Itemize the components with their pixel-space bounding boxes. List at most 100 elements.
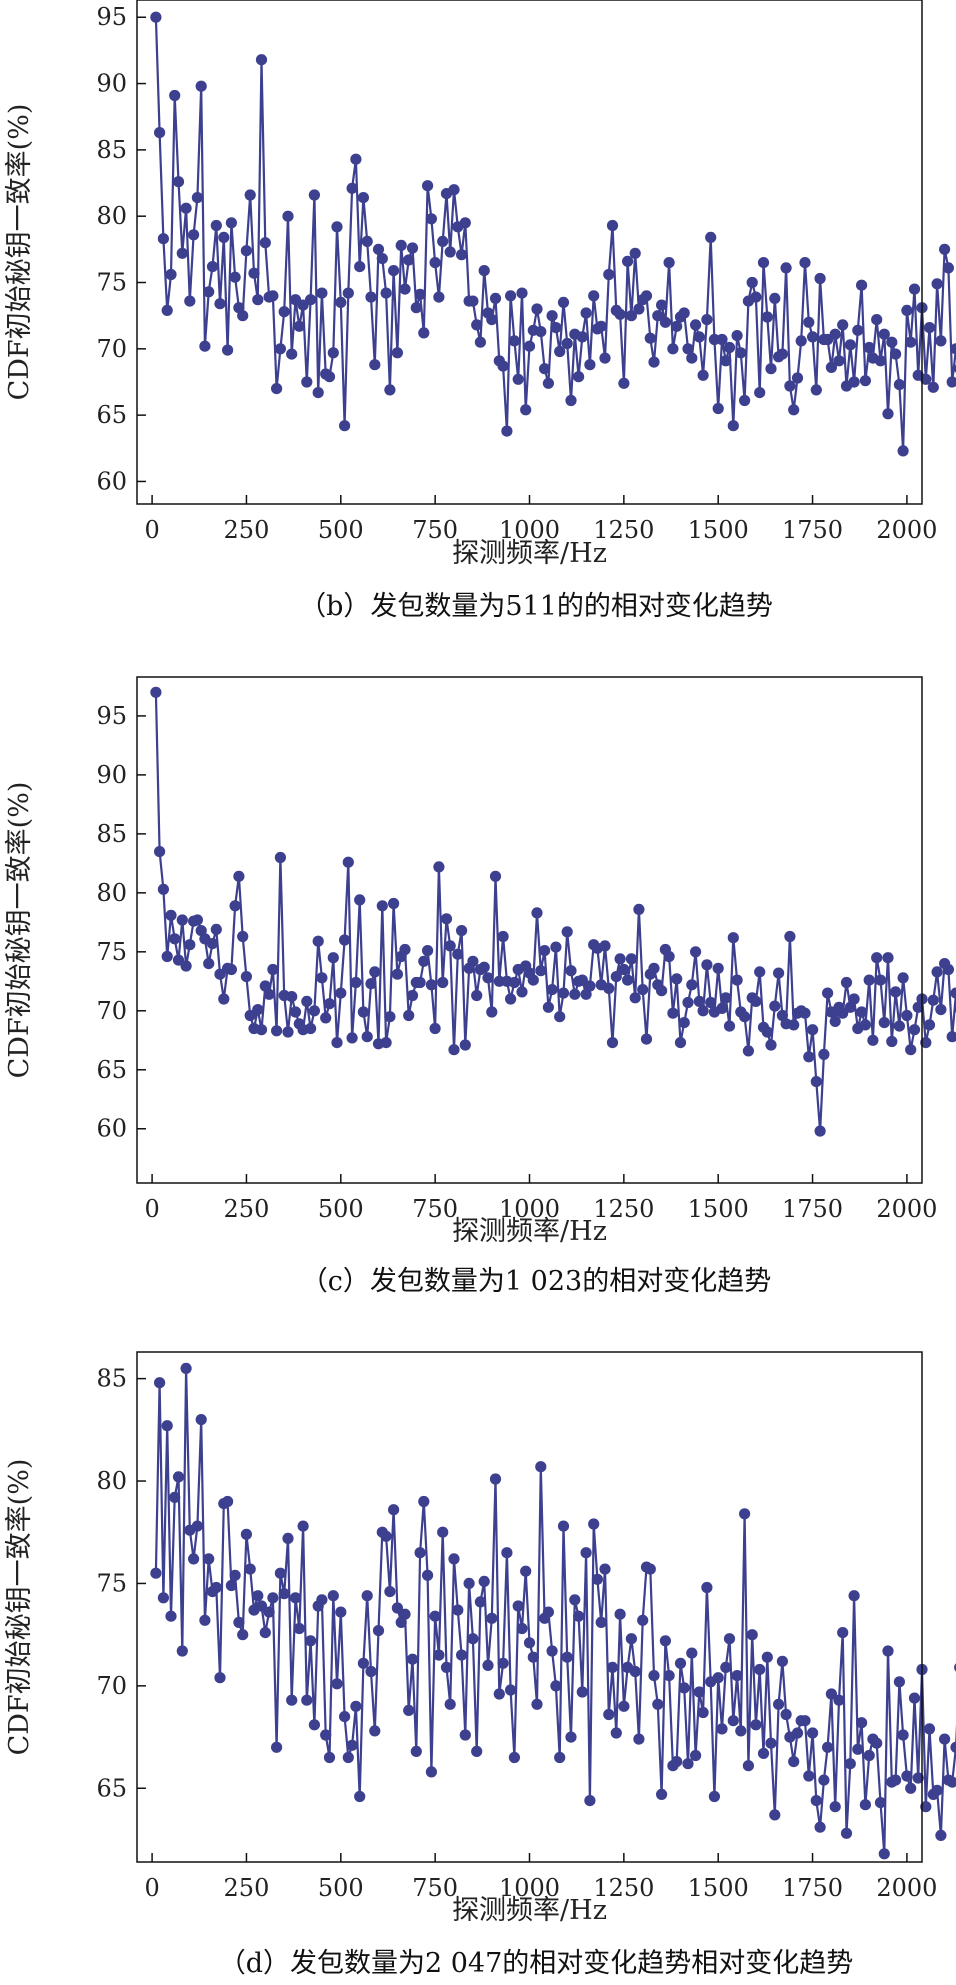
data-point bbox=[908, 1024, 921, 1036]
y-tick-label: 65 bbox=[96, 1056, 127, 1084]
data-point bbox=[467, 955, 479, 967]
data-point bbox=[335, 296, 347, 308]
data-point bbox=[814, 1125, 826, 1137]
data-point bbox=[720, 992, 732, 1004]
data-point bbox=[395, 239, 407, 251]
data-point bbox=[267, 1592, 279, 1604]
x-tick-label: 1750 bbox=[782, 1874, 843, 1902]
data-point bbox=[856, 1006, 868, 1018]
data-point bbox=[580, 307, 592, 319]
data-point bbox=[501, 1547, 513, 1559]
data-point bbox=[331, 1037, 343, 1049]
x-tick-label: 500 bbox=[318, 516, 364, 544]
data-point bbox=[784, 930, 796, 943]
y-tick-label: 60 bbox=[96, 1115, 127, 1143]
data-point bbox=[950, 343, 956, 355]
data-point bbox=[863, 1749, 875, 1762]
data-point bbox=[365, 291, 377, 303]
data-point bbox=[580, 1547, 592, 1559]
data-point bbox=[444, 246, 456, 258]
x-tick-label: 1750 bbox=[782, 1195, 843, 1223]
data-point bbox=[629, 992, 641, 1004]
data-point bbox=[890, 1774, 902, 1786]
y-tick-label: 75 bbox=[96, 269, 127, 297]
data-point bbox=[588, 1518, 600, 1530]
data-point bbox=[878, 1848, 890, 1860]
data-point bbox=[731, 1670, 743, 1682]
data-point bbox=[603, 1708, 615, 1721]
data-point bbox=[437, 235, 449, 247]
data-point bbox=[414, 976, 426, 989]
data-point bbox=[840, 1827, 853, 1839]
data-point bbox=[682, 996, 694, 1009]
data-point bbox=[856, 279, 868, 291]
data-point bbox=[154, 1377, 166, 1389]
data-point bbox=[750, 291, 762, 303]
data-point bbox=[746, 276, 758, 289]
plot-frame bbox=[136, 0, 923, 505]
data-point bbox=[640, 1033, 653, 1045]
x-tick-label: 1500 bbox=[688, 516, 749, 544]
data-point bbox=[225, 217, 237, 229]
data-point bbox=[463, 1577, 475, 1589]
data-point bbox=[810, 1795, 822, 1807]
data-point bbox=[418, 1495, 430, 1508]
data-point bbox=[180, 202, 192, 214]
data-point bbox=[761, 1651, 773, 1663]
data-point bbox=[497, 930, 509, 943]
data-point bbox=[391, 968, 403, 980]
data-point bbox=[161, 950, 173, 963]
data-point bbox=[199, 1614, 211, 1626]
data-point bbox=[848, 376, 860, 388]
data-point bbox=[406, 1653, 419, 1665]
data-point bbox=[693, 331, 705, 343]
data-point bbox=[399, 943, 411, 956]
data-point bbox=[837, 1007, 849, 1019]
data-point bbox=[682, 343, 694, 355]
data-point bbox=[720, 355, 732, 367]
data-point bbox=[633, 903, 645, 916]
data-point bbox=[248, 267, 260, 279]
data-point bbox=[871, 952, 883, 964]
data-point bbox=[837, 1627, 849, 1639]
data-point bbox=[931, 966, 943, 978]
data-point bbox=[316, 1594, 328, 1606]
data-point bbox=[474, 1596, 486, 1608]
data-point bbox=[546, 1645, 558, 1657]
data-point bbox=[410, 302, 422, 314]
data-point bbox=[731, 330, 743, 342]
data-point bbox=[165, 1610, 177, 1622]
data-point bbox=[165, 909, 177, 921]
data-point bbox=[308, 1719, 320, 1731]
data-point bbox=[765, 1737, 777, 1749]
data-point bbox=[622, 255, 634, 267]
data-point bbox=[603, 982, 615, 995]
data-point bbox=[727, 420, 739, 432]
data-point bbox=[595, 320, 607, 332]
data-point bbox=[516, 1622, 528, 1635]
data-point bbox=[308, 1005, 320, 1017]
data-point bbox=[418, 955, 430, 967]
data-point bbox=[648, 356, 660, 368]
data-point bbox=[508, 976, 520, 989]
data-point bbox=[825, 361, 838, 373]
y-tick-label: 90 bbox=[96, 70, 127, 98]
data-point bbox=[293, 1622, 305, 1635]
data-point bbox=[637, 984, 649, 996]
data-point bbox=[320, 1012, 332, 1024]
chart-panel-c: 0 250 500 750 1000 1250 1500 1750 2000 60 65 70 75 80… bbox=[4, 676, 956, 1297]
data-point bbox=[663, 950, 675, 963]
data-point bbox=[414, 288, 426, 300]
data-point bbox=[259, 1627, 271, 1639]
data-point bbox=[859, 1019, 872, 1031]
data-point bbox=[886, 1035, 898, 1048]
data-point bbox=[565, 394, 577, 407]
data-point bbox=[754, 387, 766, 399]
data-point bbox=[271, 383, 283, 395]
data-point bbox=[240, 245, 252, 257]
data-point bbox=[686, 352, 698, 364]
data-point bbox=[852, 1743, 864, 1755]
data-point bbox=[471, 1745, 483, 1757]
data-point bbox=[523, 1637, 536, 1649]
data-point bbox=[901, 1009, 913, 1022]
